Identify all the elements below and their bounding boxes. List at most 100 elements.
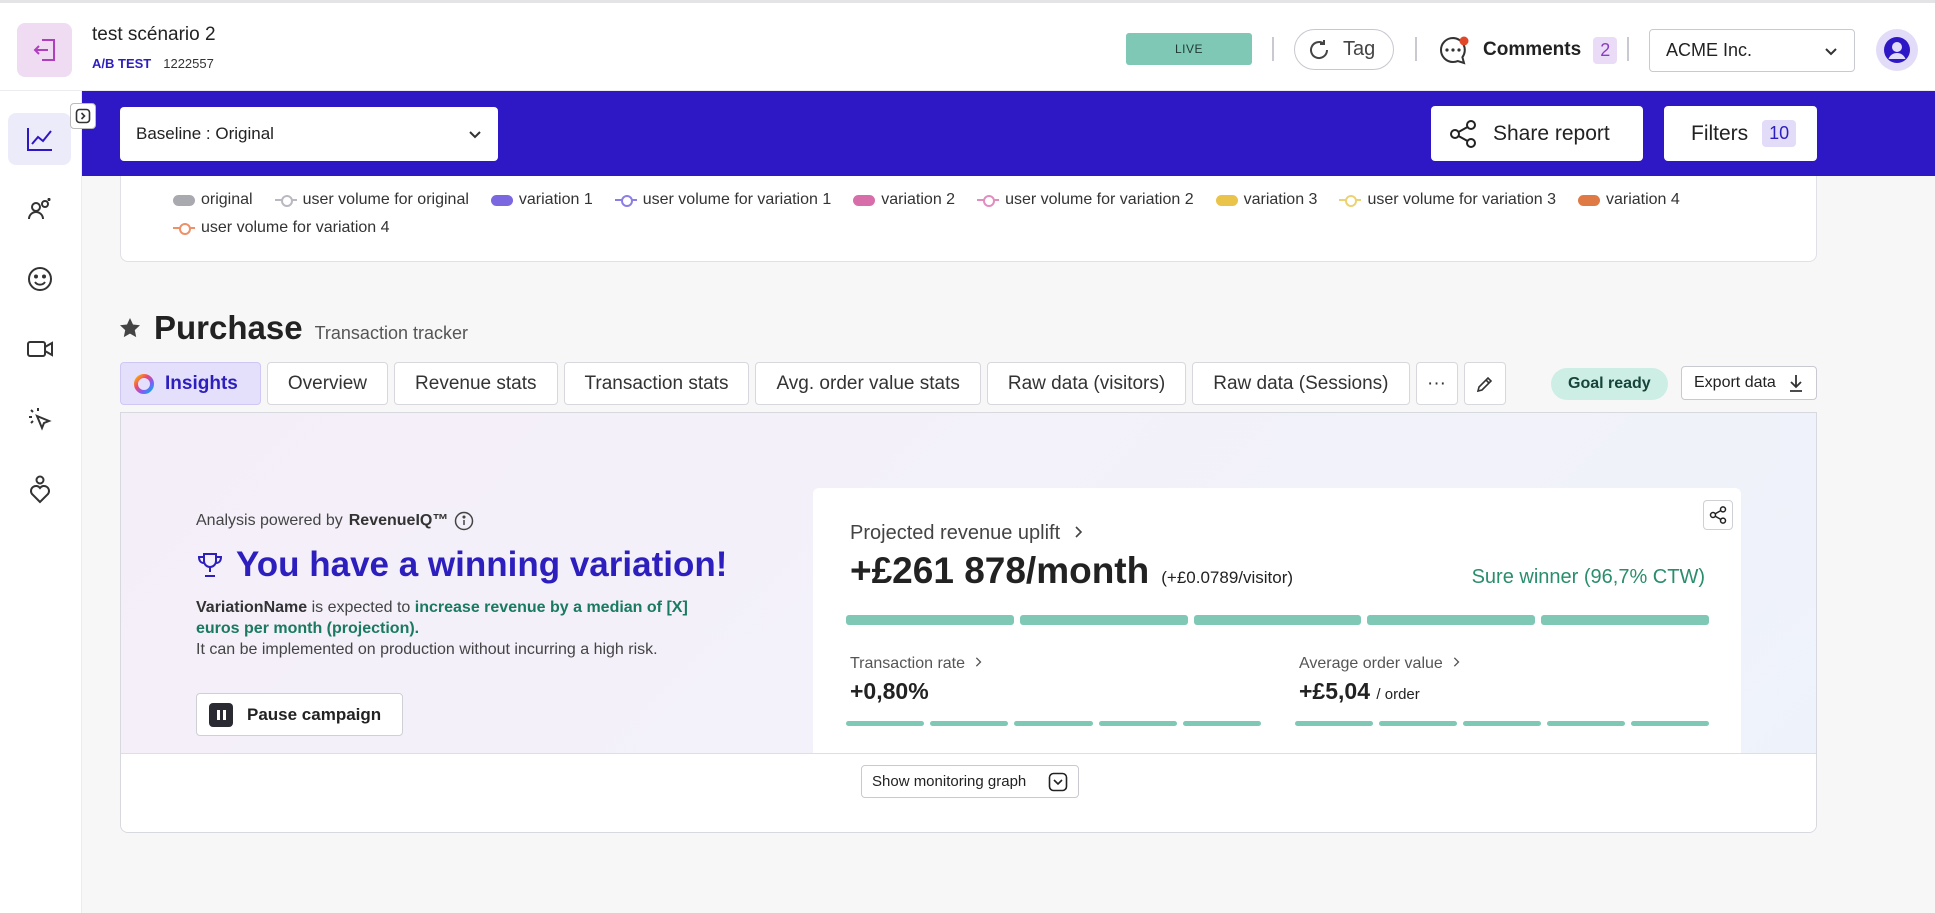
sidebar-collapse-toggle[interactable] [70,103,96,129]
more-tabs-button[interactable]: ··· [1415,362,1458,405]
chevron-right-icon [75,108,91,124]
monitoring-strip: Show monitoring graph [121,753,1816,832]
tab-raw-data-visitors[interactable]: Raw data (visitors) [986,362,1187,405]
goal-status-badge: Goal ready [1551,368,1668,400]
aov-label: Average order value [1299,655,1443,672]
legend-item[interactable]: user volume for variation 4 [173,218,390,238]
export-label: Export data [1694,374,1776,391]
filters-button[interactable]: Filters 10 [1664,106,1817,161]
chevron-right-icon [1454,657,1460,667]
transaction-rate-bar [846,721,1262,726]
line-chart-icon [26,128,52,151]
tag-button[interactable]: Tag [1294,29,1394,70]
exit-icon[interactable] [17,23,72,77]
desc-connector: is expected to [307,599,415,616]
legend-bar-swatch [490,194,513,206]
legend-item[interactable]: user volume for variation 3 [1339,190,1556,210]
sidebar-item-audiences[interactable] [8,183,71,235]
tab-transaction-stats[interactable]: Transaction stats [563,362,750,405]
company-select[interactable]: ACME Inc. [1649,29,1855,72]
legend-item[interactable]: variation 4 [1577,190,1680,210]
chart-legend: original user volume for original variatio… [173,190,1773,238]
tab-insights[interactable]: Insights [120,362,261,405]
divider [1415,37,1417,61]
baseline-select[interactable]: Baseline : Original [120,107,498,161]
legend-item[interactable]: variation 2 [853,190,955,210]
desc-highlight: increase revenue by a median of [X] euro… [196,599,688,637]
legend-item[interactable]: user volume for variation 1 [614,190,831,210]
legend-item[interactable]: user volume for original [274,190,469,210]
legend-line-swatch [614,194,637,207]
comments-label: Comments [1483,39,1582,60]
desc-risk: It can be implemented on production with… [196,641,658,658]
powered-brand: RevenueIQ™ [348,512,449,529]
projected-uplift-link[interactable]: Projected revenue uplift [850,522,1084,545]
chart-legend-card: original user volume for original variatio… [120,176,1817,262]
legend-label: user volume for original [302,191,469,208]
divider [1272,37,1274,61]
legend-label: original [201,191,253,208]
download-icon [1790,375,1802,392]
goal-tabs: Insights Overview Revenue stats Transact… [120,362,1506,405]
legend-bar-swatch [173,194,195,206]
transaction-rate-label: Transaction rate [850,655,966,672]
comments-button[interactable]: Comments 2 [1437,31,1618,69]
legend-line-swatch [977,194,1000,207]
tab-overview[interactable]: Overview [266,362,389,405]
winning-headline: You have a winning variation! [196,545,727,585]
uplift-progress-bar [846,615,1709,625]
ai-ring-icon [134,373,154,394]
export-data-button[interactable]: Export data [1681,366,1817,400]
pause-campaign-button[interactable]: Pause campaign [196,693,403,736]
filters-count: 10 [1762,120,1797,147]
legend-label: user volume for variation 3 [1367,191,1556,208]
aov-link[interactable]: Average order value [1299,655,1461,673]
legend-item[interactable]: user volume for variation 2 [977,190,1194,210]
transaction-rate-link[interactable]: Transaction rate [850,655,983,673]
chevron-right-icon [1075,526,1082,538]
refresh-icon [1310,39,1329,59]
tab-avg-order-value-stats[interactable]: Avg. order value stats [755,362,981,405]
pencil-icon [1476,376,1492,392]
sidebar-item-loyalty[interactable] [8,463,71,515]
baseline-value: Baseline : Original [136,124,274,143]
test-id: 1222557 [163,56,214,71]
aov-number: +£5,04 [1299,678,1370,704]
legend-item[interactable]: original [173,190,253,210]
goal-subtitle: Transaction tracker [314,323,468,343]
tab-raw-data-sessions[interactable]: Raw data (Sessions) [1192,362,1410,405]
share-insight-button[interactable] [1703,500,1733,530]
company-name: ACME Inc. [1666,40,1753,60]
share-icon [1709,506,1727,524]
projected-monthly: +£261 878/month [850,550,1150,591]
share-report-button[interactable]: Share report [1431,106,1643,161]
filters-label: Filters [1691,121,1749,145]
insight-description: VariationName is expected to increase re… [196,597,716,660]
monitor-label: Show monitoring graph [872,773,1027,790]
comments-count: 2 [1593,36,1618,64]
info-icon[interactable] [454,511,474,531]
legend-item[interactable]: variation 1 [490,190,593,210]
legend-line-swatch [274,194,297,207]
legend-label: user volume for variation 4 [201,219,390,236]
legend-label: variation 4 [1605,191,1680,208]
chevron-down-icon [1048,772,1068,791]
avatar[interactable] [1876,29,1918,71]
show-monitoring-graph-button[interactable]: Show monitoring graph [861,765,1079,798]
star-icon[interactable] [118,316,142,340]
aov-bar [1295,721,1709,726]
sidebar-item-reports[interactable] [8,113,71,165]
sidebar-item-recordings[interactable] [8,323,71,375]
user-icon [1884,37,1910,63]
cursor-click-icon [28,408,52,431]
sidebar-item-heatmaps[interactable] [8,393,71,445]
legend-line-swatch [1339,194,1362,207]
tab-revenue-stats[interactable]: Revenue stats [394,362,558,405]
aov-value: +£5,04 / order [1299,678,1420,705]
sidebar-item-experience[interactable] [8,253,71,305]
legend-item[interactable]: variation 3 [1215,190,1317,210]
insights-panel: Analysis powered by RevenueIQ™ You have … [120,412,1817,833]
trophy-icon [197,553,223,577]
status-badge: LIVE [1126,33,1252,65]
edit-goal-button[interactable] [1463,362,1506,405]
